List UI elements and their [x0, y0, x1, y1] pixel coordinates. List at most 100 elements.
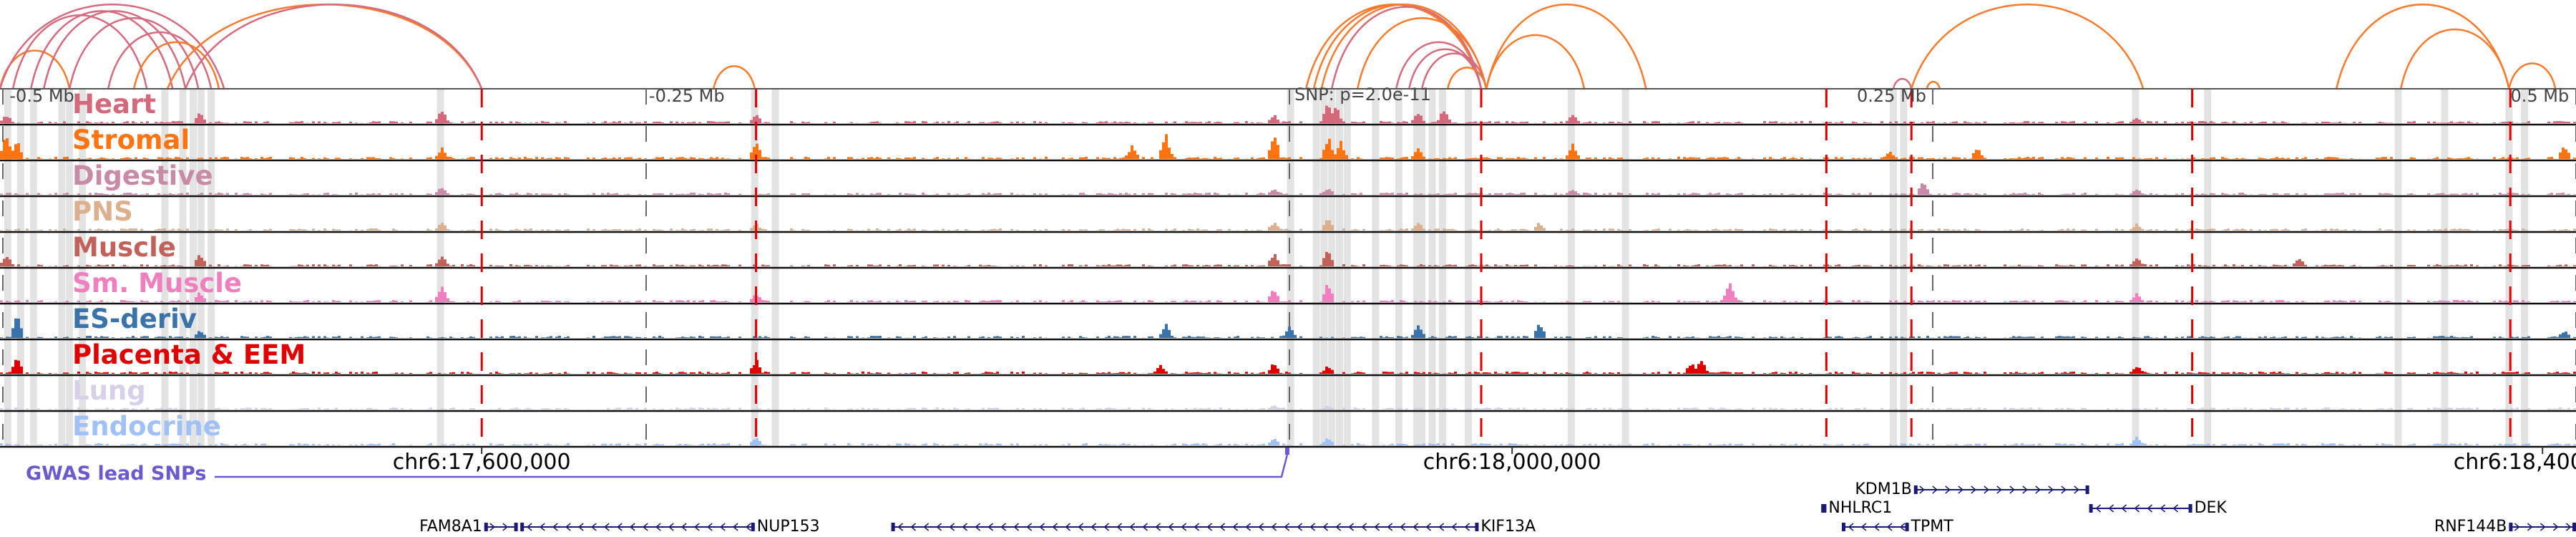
strand-arrow [1168, 523, 1174, 531]
gene-label: RNF144B [2434, 518, 2507, 536]
gene-exon [1823, 504, 1827, 513]
strand-arrow [1271, 523, 1277, 531]
strand-arrow [1932, 485, 1938, 494]
strand-arrow [1438, 523, 1445, 531]
track-label: Sm. Muscle [72, 268, 243, 299]
strand-arrow [565, 523, 571, 531]
strand-arrow [655, 523, 661, 531]
strand-arrow [949, 523, 955, 531]
loop-arcs [0, 4, 2557, 90]
loop-arc [0, 49, 71, 90]
relative-tick-label: 0.25 Mb [1856, 86, 1926, 106]
strand-arrow [1425, 523, 1432, 531]
track-label: Heart [72, 89, 156, 120]
strand-arrow [643, 523, 648, 531]
strand-arrow [2022, 485, 2028, 494]
strand-arrow [1919, 485, 1925, 494]
strand-arrow [1348, 523, 1355, 531]
strand-arrow [1065, 523, 1071, 531]
strand-arrow [1996, 485, 2002, 494]
strand-arrow [1284, 523, 1290, 531]
strand-arrow [733, 523, 738, 531]
strand-arrow [578, 523, 584, 531]
strand-arrow [746, 523, 751, 531]
track-label: Digestive [72, 160, 213, 191]
loop-arc [1330, 6, 1483, 90]
strand-arrow [630, 523, 635, 531]
strand-arrow [720, 523, 726, 531]
gene-exon [891, 523, 895, 531]
strand-arrow [2147, 504, 2153, 513]
strand-arrow [936, 523, 942, 531]
strand-arrow [1971, 485, 1976, 494]
strand-arrow [1335, 523, 1342, 531]
strand-arrow [2121, 504, 2127, 513]
strand-arrow [1142, 523, 1148, 531]
signal-tracks [0, 105, 2576, 448]
loop-arc [42, 10, 187, 90]
strand-arrow [1387, 523, 1393, 531]
loop-arc [2508, 62, 2557, 90]
strand-arrow [1039, 523, 1045, 531]
loop-arc [0, 4, 225, 90]
strand-arrow [2527, 523, 2533, 531]
track-label: Placenta & EEM [72, 339, 306, 370]
gene-exon [2089, 504, 2093, 513]
strand-arrow [1899, 523, 1906, 531]
strand-arrow [2074, 485, 2079, 494]
strand-arrow [2048, 485, 2054, 494]
strand-arrow [1013, 523, 1020, 531]
strand-arrow [1181, 523, 1187, 531]
loop-arc [107, 31, 213, 90]
strand-arrow [707, 523, 713, 531]
track-label: Stromal [72, 125, 190, 155]
strand-arrow [617, 523, 623, 531]
strand-arrow [975, 523, 981, 531]
strand-arrow [2095, 504, 2102, 513]
track-label: Endocrine [72, 411, 221, 442]
strand-arrow [1400, 523, 1406, 531]
strand-arrow [1873, 523, 1880, 531]
strand-arrow [1958, 485, 1963, 494]
relative-tick-label: 0.5 Mb [2510, 86, 2570, 106]
strand-arrow [1219, 523, 1226, 531]
strand-arrow [604, 523, 610, 531]
signal-endocrine [0, 436, 2576, 445]
strand-arrow [489, 523, 495, 531]
strand-arrow [1451, 523, 1458, 531]
strand-arrow [540, 523, 545, 531]
gene-label: DEK [2194, 499, 2227, 517]
gene-track [484, 485, 2576, 531]
strand-arrow [1206, 523, 1213, 531]
gene-label: NHLRC1 [1828, 499, 1893, 517]
strand-arrow [923, 523, 930, 531]
strand-arrow [527, 523, 532, 531]
strand-arrow [1860, 523, 1867, 531]
guide-lines [0, 88, 2576, 478]
strand-arrow [1984, 485, 1989, 494]
strand-arrow [1309, 523, 1316, 531]
signal-es-deriv [0, 318, 2576, 338]
chr-tick-label: chr6:18,000,000 [1423, 450, 1601, 475]
strand-arrow [1886, 523, 1893, 531]
loop-arc [1356, 17, 1488, 90]
strand-arrow [2540, 523, 2546, 531]
strand-arrow [1232, 523, 1239, 531]
loop-arc [29, 10, 174, 90]
gwas-link-line [215, 454, 1289, 478]
gene-exon [2509, 523, 2513, 531]
loop-arc [132, 41, 220, 90]
loop-arc [1420, 52, 1488, 90]
gene-exon [1475, 523, 1479, 531]
strand-arrow [2565, 523, 2572, 531]
strand-arrow [1000, 523, 1007, 531]
strand-arrow [502, 523, 508, 531]
strand-arrow [910, 523, 917, 531]
strand-arrow [1848, 523, 1854, 531]
strand-arrow [1464, 523, 1470, 531]
gene-exon [514, 523, 518, 531]
track-label: ES-deriv [72, 304, 197, 334]
strand-arrow [1374, 523, 1380, 531]
strand-arrow [681, 523, 687, 531]
track-label: Lung [72, 375, 146, 406]
